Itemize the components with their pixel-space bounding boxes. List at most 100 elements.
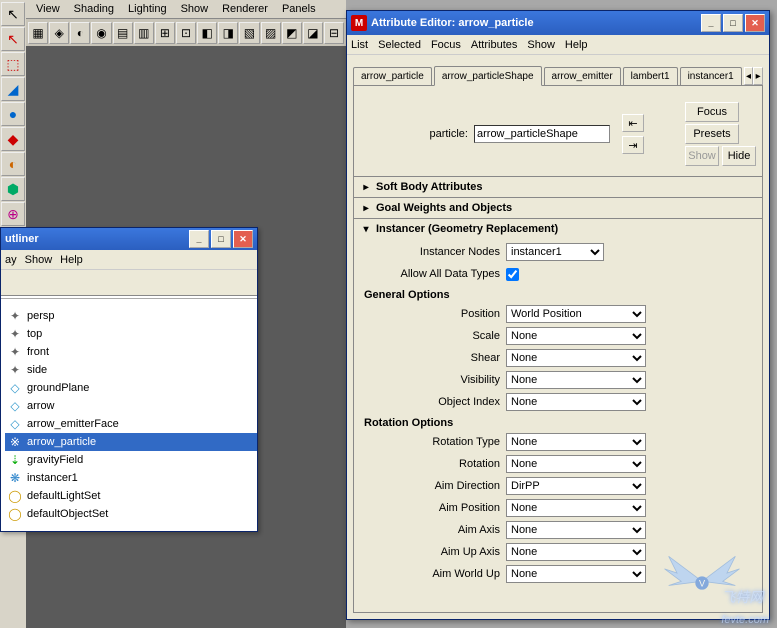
shelf-button-12[interactable]: ◩: [282, 22, 302, 44]
tool-button-0[interactable]: ↖: [1, 2, 25, 26]
viewport-menu-renderer[interactable]: Renderer: [216, 2, 274, 16]
attr-tab[interactable]: arrow_emitter: [544, 67, 621, 85]
node-label: arrow: [27, 400, 55, 412]
instancer-section-header[interactable]: ▾ Instancer (Geometry Replacement): [354, 219, 762, 239]
field-select[interactable]: None: [506, 371, 646, 389]
tool-button-7[interactable]: ⬢: [1, 177, 25, 201]
node-label: top: [27, 328, 42, 340]
focus-button[interactable]: Focus: [685, 102, 739, 122]
field-select[interactable]: None: [506, 393, 646, 411]
field-select[interactable]: None: [506, 543, 646, 561]
viewport-menu-show[interactable]: Show: [175, 2, 215, 16]
outliner-item[interactable]: ◇groundPlane: [5, 379, 257, 397]
shelf-button-9[interactable]: ◨: [218, 22, 238, 44]
outliner-titlebar[interactable]: utliner _ □ ✕: [1, 228, 257, 250]
outliner-item[interactable]: ❋instancer1: [5, 469, 257, 487]
section-header[interactable]: ▸Goal Weights and Objects: [354, 198, 762, 218]
attr-menu-show[interactable]: Show: [527, 39, 555, 51]
viewport-menu-view[interactable]: View: [30, 2, 66, 16]
tool-button-8[interactable]: ⊕: [1, 202, 25, 226]
presets-button[interactable]: Presets: [685, 124, 739, 144]
field-select[interactable]: None: [506, 521, 646, 539]
attr-tab[interactable]: instancer1: [680, 67, 742, 85]
outliner-item[interactable]: ◇arrow: [5, 397, 257, 415]
close-button[interactable]: ✕: [745, 14, 765, 32]
attr-field-row: Aim Up AxisNone: [360, 541, 756, 563]
viewport-menu-lighting[interactable]: Lighting: [122, 2, 173, 16]
nav-next-icon[interactable]: ⇥: [622, 136, 644, 154]
attr-menu-selected[interactable]: Selected: [378, 39, 421, 51]
outliner-menu-show[interactable]: Show: [25, 254, 53, 266]
field-select[interactable]: None: [506, 499, 646, 517]
shelf-button-10[interactable]: ▧: [239, 22, 259, 44]
tool-button-6[interactable]: ◐: [1, 152, 25, 176]
outliner-item[interactable]: ✦persp: [5, 307, 257, 325]
minimize-button[interactable]: _: [189, 230, 209, 248]
shelf-button-7[interactable]: ⊡: [176, 22, 196, 44]
attr-field-row: PositionWorld Position: [360, 303, 756, 325]
shelf-button-13[interactable]: ◪: [303, 22, 323, 44]
attr-menu-focus[interactable]: Focus: [431, 39, 461, 51]
tab-prev-icon[interactable]: ◂: [744, 67, 754, 85]
tool-button-4[interactable]: ●: [1, 102, 25, 126]
instancer-nodes-select[interactable]: instancer1: [506, 243, 604, 261]
field-select[interactable]: None: [506, 565, 646, 583]
shelf-button-1[interactable]: ◈: [49, 22, 69, 44]
tool-button-3[interactable]: ◢: [1, 77, 25, 101]
hide-button[interactable]: Hide: [722, 146, 756, 166]
field-select[interactable]: None: [506, 349, 646, 367]
outliner-menu-help[interactable]: Help: [60, 254, 83, 266]
outliner-item[interactable]: ✦front: [5, 343, 257, 361]
tool-button-1[interactable]: ↖: [1, 27, 25, 51]
viewport-menu-shading[interactable]: Shading: [68, 2, 120, 16]
attr-tab[interactable]: arrow_particleShape: [434, 66, 542, 86]
attr-field-row: VisibilityNone: [360, 369, 756, 391]
shelf-button-8[interactable]: ◧: [197, 22, 217, 44]
node-icon: ◯: [7, 506, 23, 522]
field-select[interactable]: None: [506, 433, 646, 451]
outliner-item[interactable]: ◇arrow_emitterFace: [5, 415, 257, 433]
field-select[interactable]: None: [506, 327, 646, 345]
maximize-button[interactable]: □: [211, 230, 231, 248]
outliner-item[interactable]: ⇣gravityField: [5, 451, 257, 469]
node-label: side: [27, 364, 47, 376]
nav-prev-icon[interactable]: ⇤: [622, 114, 644, 132]
tab-next-icon[interactable]: ▸: [753, 67, 763, 85]
attr-tab[interactable]: lambert1: [623, 67, 678, 85]
attr-titlebar[interactable]: M Attribute Editor: arrow_particle _ □ ✕: [347, 11, 769, 35]
tool-button-5[interactable]: ◆: [1, 127, 25, 151]
show-button[interactable]: Show: [685, 146, 719, 166]
outliner-item[interactable]: ◯defaultLightSet: [5, 487, 257, 505]
attribute-editor-window: M Attribute Editor: arrow_particle _ □ ✕…: [346, 10, 770, 620]
attr-tab[interactable]: arrow_particle: [353, 67, 432, 85]
shelf-button-11[interactable]: ▨: [261, 22, 281, 44]
outliner-item[interactable]: ◯defaultObjectSet: [5, 505, 257, 523]
shelf-button-2[interactable]: ◐: [70, 22, 90, 44]
field-select[interactable]: None: [506, 455, 646, 473]
close-button[interactable]: ✕: [233, 230, 253, 248]
particle-label: particle:: [360, 128, 468, 140]
outliner-item[interactable]: ※arrow_particle: [5, 433, 257, 451]
attr-menu-list[interactable]: List: [351, 39, 368, 51]
shelf-button-0[interactable]: ▦: [28, 22, 48, 44]
shelf-button-4[interactable]: ▤: [113, 22, 133, 44]
attr-menu-attributes[interactable]: Attributes: [471, 39, 517, 51]
outliner-item[interactable]: ✦top: [5, 325, 257, 343]
minimize-button[interactable]: _: [701, 14, 721, 32]
viewport-menu-panels[interactable]: Panels: [276, 2, 322, 16]
shelf-button-5[interactable]: ▥: [134, 22, 154, 44]
shelf-button-14[interactable]: ⊟: [324, 22, 344, 44]
particle-name-input[interactable]: [474, 125, 610, 143]
allow-all-checkbox[interactable]: [506, 268, 519, 281]
attr-menu-help[interactable]: Help: [565, 39, 588, 51]
outliner-menu-ay[interactable]: ay: [5, 254, 17, 266]
shelf-button-6[interactable]: ⊞: [155, 22, 175, 44]
shelf-button-3[interactable]: ◉: [91, 22, 111, 44]
maximize-button[interactable]: □: [723, 14, 743, 32]
section-header[interactable]: ▸Soft Body Attributes: [354, 177, 762, 197]
node-label: arrow_particle: [27, 436, 96, 448]
field-select[interactable]: DirPP: [506, 477, 646, 495]
outliner-item[interactable]: ✦side: [5, 361, 257, 379]
tool-button-2[interactable]: ⬚: [1, 52, 25, 76]
field-select[interactable]: World Position: [506, 305, 646, 323]
